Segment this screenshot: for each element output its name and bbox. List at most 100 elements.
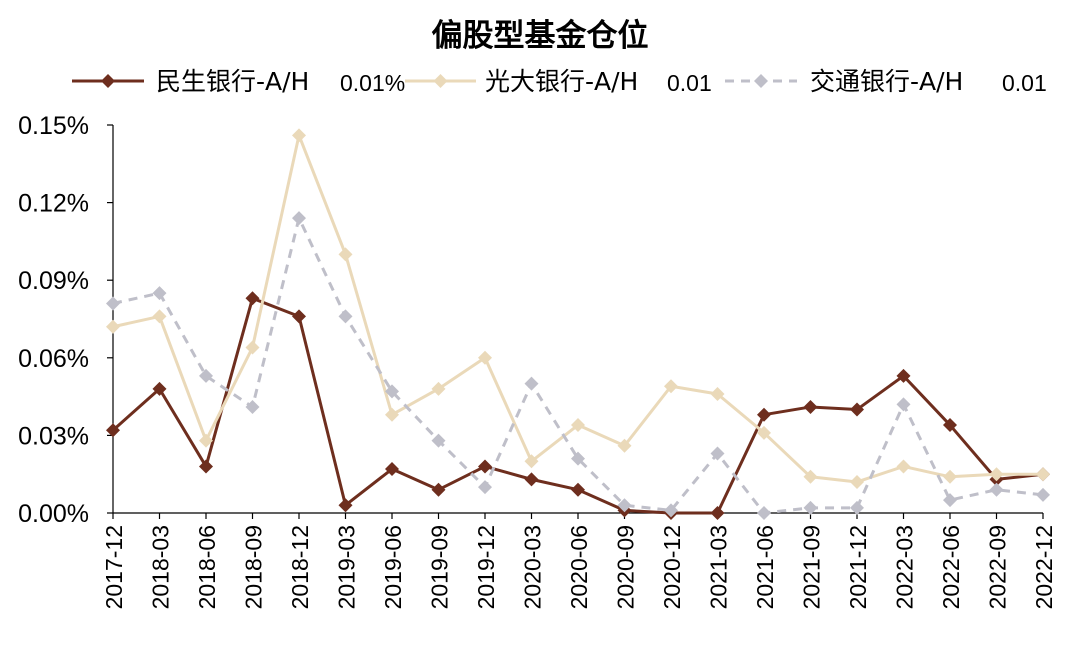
- data-point-marker: [571, 451, 585, 466]
- data-point-marker: [571, 418, 585, 433]
- x-tick-label: 2021-09: [799, 525, 825, 609]
- x-tick-label: 2020-09: [613, 525, 639, 609]
- legend-entry-3: 交通银行-A/H 0.01: [725, 67, 1047, 96]
- data-point-marker: [896, 459, 911, 474]
- data-point-marker: [850, 474, 864, 489]
- y-tick-label: 0.00%: [18, 500, 89, 528]
- data-point-marker: [199, 459, 213, 474]
- data-point-marker: [478, 480, 492, 495]
- data-point-marker: [803, 500, 818, 515]
- data-point-marker: [385, 384, 399, 399]
- legend-label: 光大银行-A/H: [485, 67, 638, 96]
- data-point-marker: [431, 433, 446, 448]
- data-point-marker: [757, 407, 771, 422]
- data-point-marker: [199, 368, 213, 383]
- data-point-marker: [524, 376, 539, 391]
- data-point-marker: [803, 469, 818, 484]
- y-tick-label: 0.03%: [18, 422, 89, 450]
- data-point-marker: [152, 286, 167, 301]
- data-point-marker: [896, 397, 911, 412]
- data-point-marker: [338, 247, 353, 262]
- data-point-marker: [106, 423, 120, 438]
- legend: 民生银行-A/H 0.01% 光大银行-A/H 0.01 交通银行-A/H 0.01: [72, 67, 1047, 96]
- data-point-marker: [571, 482, 585, 497]
- x-tick-label: 2019-06: [380, 525, 406, 609]
- data-point-marker: [1036, 487, 1050, 502]
- series-layer: [106, 128, 1050, 520]
- x-tick-label: 2021-06: [752, 525, 778, 609]
- x-tick-label: 2017-12: [101, 525, 127, 609]
- data-point-marker: [292, 211, 306, 226]
- data-point-marker: [524, 472, 539, 487]
- data-point-marker: [989, 467, 1004, 482]
- legend-marker: [433, 74, 448, 88]
- data-point-marker: [850, 402, 864, 417]
- series-1: [106, 291, 1050, 520]
- data-point-marker: [245, 291, 260, 306]
- series-2: [106, 128, 1050, 489]
- chart-title: 偏股型基金仓位: [432, 18, 649, 54]
- data-point-marker: [292, 309, 306, 324]
- x-tick-label: 2022-09: [985, 525, 1011, 609]
- x-tick-label: 2021-12: [845, 525, 871, 609]
- x-tick-label: 2019-09: [427, 525, 453, 609]
- data-point-marker: [199, 433, 213, 448]
- data-point-marker: [617, 498, 632, 513]
- x-tick-label: 2022-06: [938, 525, 964, 609]
- data-point-marker: [664, 379, 678, 394]
- data-point-marker: [106, 319, 120, 334]
- data-point-marker: [245, 340, 260, 355]
- x-tick-label: 2019-03: [334, 525, 360, 609]
- data-point-marker: [338, 498, 353, 513]
- data-point-marker: [850, 500, 864, 515]
- data-point-marker: [1036, 467, 1050, 482]
- data-point-marker: [152, 381, 167, 396]
- x-tick-label: 2020-06: [566, 525, 592, 609]
- data-point-marker: [524, 454, 539, 469]
- y-tick-label: 0.06%: [18, 345, 89, 373]
- x-tick-label: 2020-12: [659, 525, 685, 609]
- data-point-marker: [478, 350, 492, 365]
- series-3: [106, 211, 1050, 520]
- y-tick-label: 0.09%: [18, 267, 89, 295]
- y-axis-ticks: 0.00% 0.03% 0.06% 0.09% 0.12% 0.15%: [18, 112, 113, 528]
- data-point-marker: [989, 482, 1004, 497]
- data-point-marker: [803, 399, 818, 414]
- data-point-marker: [664, 503, 678, 518]
- legend-marker: [754, 74, 768, 88]
- x-tick-label: 2022-03: [892, 525, 918, 609]
- x-tick-label: 2018-09: [241, 525, 267, 609]
- data-point-marker: [710, 387, 725, 402]
- data-point-marker: [478, 459, 492, 474]
- legend-suffix: 0.01: [667, 70, 712, 96]
- data-point-marker: [338, 309, 353, 324]
- x-tick-label: 2018-06: [194, 525, 220, 609]
- legend-suffix: 0.01: [1002, 70, 1047, 96]
- x-tick-label: 2022-12: [1031, 525, 1057, 609]
- legend-label: 民生银行-A/H: [156, 67, 309, 96]
- data-point-marker: [710, 506, 725, 520]
- legend-suffix: 0.01%: [340, 70, 405, 96]
- data-point-marker: [710, 446, 725, 461]
- data-point-marker: [106, 296, 120, 311]
- data-point-marker: [943, 418, 957, 433]
- x-tick-label: 2021-03: [706, 525, 732, 609]
- data-point-marker: [431, 381, 446, 396]
- x-tick-label: 2020-03: [520, 525, 546, 609]
- data-point-marker: [385, 407, 399, 422]
- data-point-marker: [943, 493, 957, 508]
- x-tick-label: 2018-03: [148, 525, 174, 609]
- legend-entry-2: 光大银行-A/H 0.01: [405, 67, 712, 96]
- data-point-marker: [385, 462, 399, 477]
- data-point-marker: [617, 438, 632, 453]
- data-point-marker: [292, 128, 306, 143]
- data-point-marker: [757, 506, 771, 520]
- legend-marker: [101, 74, 115, 88]
- legend-entry-1: 民生银行-A/H 0.01%: [72, 67, 405, 96]
- x-axis-ticks: 2017-12 2018-03 2018-06 2018-09 2018-12 2019-…: [101, 513, 1057, 609]
- data-point-marker: [431, 482, 446, 497]
- data-point-marker: [943, 469, 957, 484]
- data-point-marker: [757, 425, 771, 440]
- legend-label: 交通银行-A/H: [810, 67, 963, 96]
